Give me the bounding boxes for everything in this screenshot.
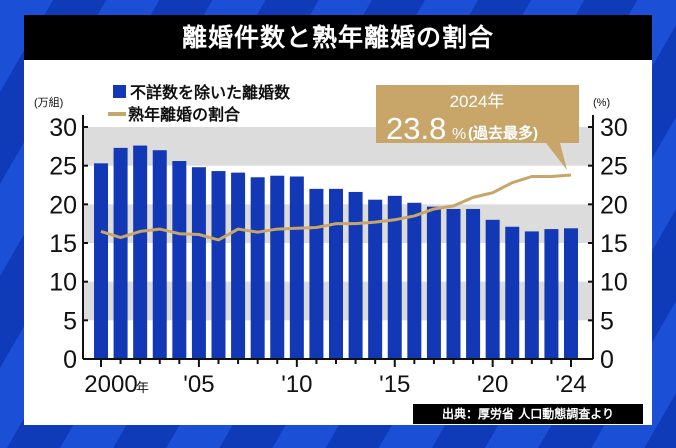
annotation-pointer: [546, 143, 567, 170]
bar-2013: [348, 191, 363, 359]
bar-2000: [94, 163, 108, 359]
bar-2017: [426, 206, 441, 359]
bar-2010: [289, 176, 304, 359]
left-tick-label: 20: [49, 191, 77, 219]
bar-2006: [211, 171, 226, 359]
right-tick-label: 30: [600, 114, 628, 142]
annotation-note: (過去最多): [468, 124, 538, 142]
x-tick-suffix: 年: [136, 380, 149, 395]
x-tick-label: '15: [379, 371, 410, 398]
left-tick-label: 15: [49, 230, 77, 258]
left-tick-label: 5: [63, 307, 77, 335]
x-tick-label: 2000: [84, 371, 137, 398]
bar-2022: [524, 231, 539, 359]
x-tick-label: '05: [183, 371, 214, 398]
legend-line-label: 熟年離婚の割合: [128, 105, 241, 124]
annotation-value: 23.8: [386, 111, 446, 146]
bar-2004: [172, 161, 187, 359]
chart-title: 離婚件数と熟年離婚の割合: [24, 15, 652, 60]
legend-bar-swatch: [113, 85, 126, 98]
bar-2021: [505, 226, 520, 359]
annotation-box: [376, 85, 579, 143]
x-tick-label: '10: [281, 371, 312, 398]
bar-2012: [329, 188, 343, 359]
right-tick-label: 15: [600, 230, 628, 258]
x-tick-label: '24: [555, 371, 586, 398]
bar-2008: [250, 177, 265, 359]
right-tick-label: 0: [600, 346, 614, 374]
bar-2015: [387, 195, 402, 359]
right-tick-label: 20: [600, 191, 628, 219]
bar-2001: [113, 147, 128, 359]
bar-2014: [368, 199, 383, 359]
bar-2016: [407, 202, 422, 359]
left-tick-label: 25: [49, 153, 77, 181]
x-tick-label: '20: [477, 371, 508, 398]
source-note: 出典：厚労省 人口動態調査より: [413, 404, 643, 424]
bar-2003: [152, 150, 167, 359]
annotation-unit: %: [452, 126, 466, 143]
legend-bar-label: 不詳数を除いた離婚数: [130, 83, 291, 102]
bar-2019: [466, 208, 481, 359]
bar-2023: [544, 229, 559, 359]
bar-2002: [133, 145, 148, 359]
bar-2020: [485, 219, 500, 359]
right-tick-label: 10: [600, 269, 628, 297]
annotation-year: 2024年: [450, 92, 505, 111]
right-tick-label: 25: [600, 153, 628, 181]
bar-2007: [231, 172, 246, 359]
bar-2011: [309, 188, 324, 359]
bar-2005: [191, 167, 206, 359]
left-tick-label: 30: [49, 114, 77, 142]
left-axis-unit: (万組): [34, 96, 63, 109]
bar-2009: [270, 175, 285, 359]
right-axis-unit: (%): [593, 97, 610, 109]
left-tick-label: 0: [63, 346, 77, 374]
left-tick-label: 10: [49, 269, 77, 297]
right-tick-label: 5: [600, 307, 614, 335]
bar-2018: [446, 208, 461, 359]
bar-2024: [564, 228, 578, 359]
